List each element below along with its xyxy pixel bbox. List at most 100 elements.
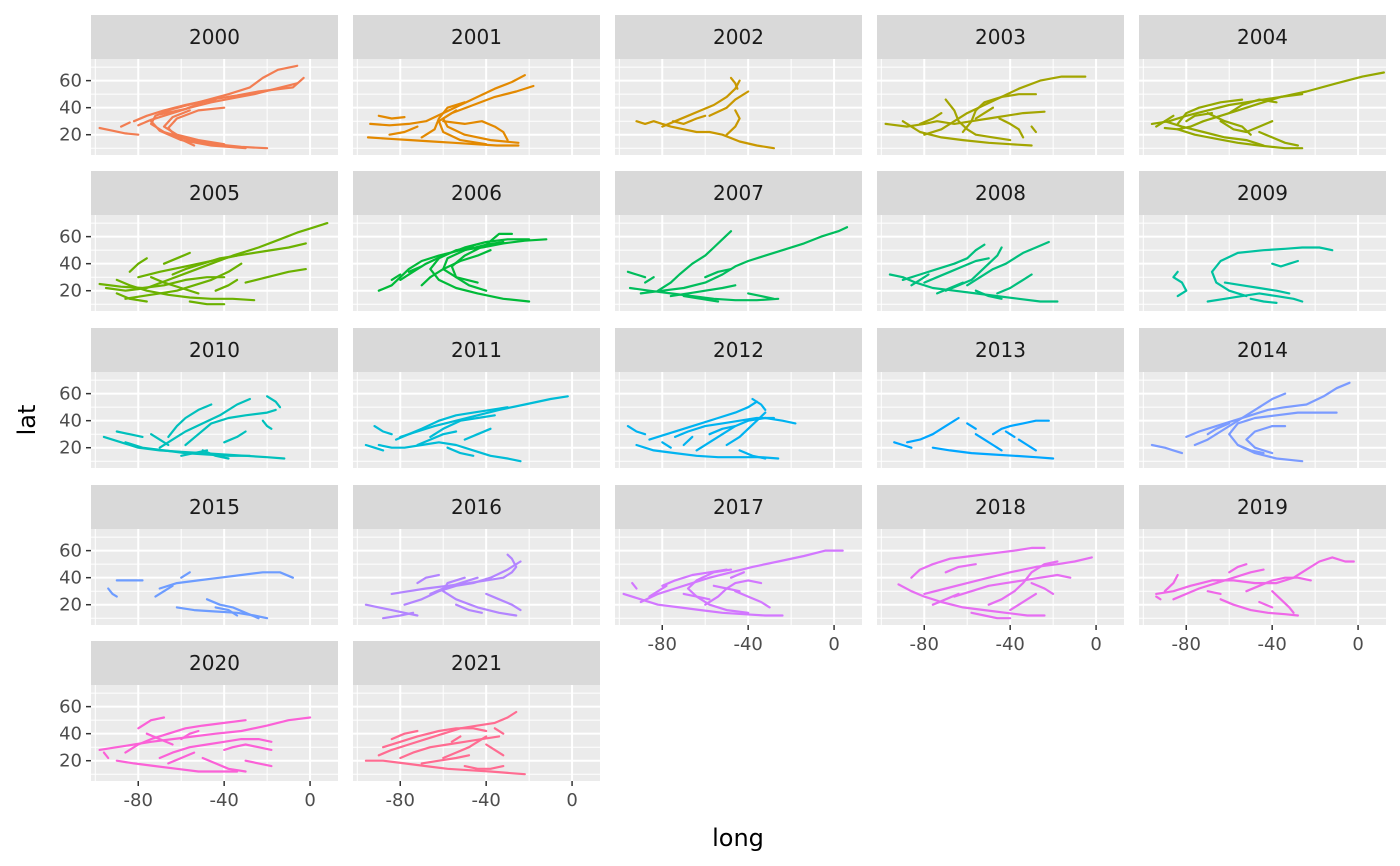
facet-strip-label: 2016 — [451, 495, 502, 519]
storm-track — [150, 120, 247, 150]
storm-track — [648, 400, 758, 441]
storm-track — [695, 416, 797, 452]
storm-track — [1155, 595, 1162, 601]
storm-track — [1228, 563, 1248, 574]
storm-track — [377, 441, 522, 463]
storm-tracks — [364, 553, 522, 620]
x-tick-label: 0 — [1090, 634, 1101, 655]
storm-track — [1258, 600, 1274, 609]
storm-track — [1185, 381, 1351, 438]
storm-track — [429, 576, 479, 595]
facet-strip-label: 2020 — [189, 651, 240, 675]
storm-track — [416, 430, 458, 447]
storm-track — [639, 226, 849, 295]
storm-track — [98, 716, 312, 751]
storm-track — [725, 411, 767, 447]
x-tick-label: -40 — [209, 790, 238, 811]
storm-track — [364, 443, 385, 452]
storm-track — [1150, 93, 1304, 125]
gridlines — [353, 372, 600, 468]
storm-track — [162, 251, 191, 265]
storm-track — [729, 571, 745, 579]
storm-track — [377, 114, 406, 120]
gridlines — [91, 529, 338, 625]
storm-track — [910, 273, 930, 287]
gridlines — [1139, 372, 1386, 468]
gridlines — [877, 529, 1124, 625]
facet-panel-2009: 2009 — [1139, 171, 1386, 311]
storm-track — [682, 592, 711, 601]
storm-track — [188, 300, 226, 306]
gridlines — [353, 685, 600, 781]
storm-track — [918, 112, 943, 125]
y-tick-label: 60 — [59, 541, 82, 562]
facet-strip — [1139, 328, 1386, 372]
facet-strip-label: 2011 — [451, 338, 502, 362]
storm-track — [888, 273, 1059, 303]
y-tick-label: 60 — [59, 697, 82, 718]
gridlines — [877, 215, 1124, 311]
storm-track — [394, 406, 509, 441]
y-axis: 20 40 60 — [59, 227, 91, 302]
storm-tracks — [98, 64, 305, 150]
storm-tracks — [366, 74, 535, 147]
storm-track — [729, 76, 739, 90]
gridlines — [615, 59, 862, 155]
facet-strip-label: 2001 — [451, 25, 502, 49]
storm-tracks — [635, 76, 775, 150]
storm-track — [429, 246, 531, 303]
storm-track — [996, 273, 1033, 295]
x-tick-label: 0 — [304, 790, 315, 811]
facet-panel-2010: 2010 — [91, 328, 338, 468]
facet-strip — [877, 485, 1124, 529]
y-axis: 20 40 60 — [59, 541, 91, 616]
gridlines — [91, 372, 338, 468]
facet-strip-label: 2018 — [975, 495, 1026, 519]
storm-track — [388, 125, 419, 136]
storm-track — [1223, 281, 1291, 295]
storm-track — [377, 710, 518, 757]
storm-track — [644, 276, 655, 284]
storm-track — [124, 719, 247, 754]
storm-track — [1176, 128, 1304, 150]
facet-strip-label: 2015 — [189, 495, 240, 519]
storm-track — [1206, 422, 1231, 436]
facet-panel-2006: 2006 — [353, 171, 600, 311]
storm-track — [442, 576, 518, 617]
x-tick-label: -80 — [910, 634, 939, 655]
storm-track — [1228, 98, 1278, 115]
storm-track — [1176, 98, 1244, 125]
facet-strip — [91, 328, 338, 372]
storm-track — [420, 101, 466, 139]
storm-track — [115, 278, 256, 302]
facet-strip — [877, 328, 1124, 372]
storm-track — [1163, 120, 1265, 147]
storm-track — [171, 254, 239, 276]
storm-track — [953, 573, 1072, 598]
storm-track — [987, 560, 1059, 606]
storm-tracks — [98, 716, 312, 773]
facet-strip — [1139, 171, 1386, 215]
storm-tracks — [1155, 556, 1355, 617]
storm-track — [416, 573, 440, 585]
storm-track — [463, 765, 505, 770]
facet-strip — [91, 15, 338, 59]
storm-track — [442, 109, 520, 144]
storm-track — [1206, 112, 1252, 136]
storm-track — [1030, 125, 1037, 134]
y-tick-label: 60 — [59, 71, 82, 92]
facet-strip — [1139, 485, 1386, 529]
storm-tracks — [884, 75, 1087, 147]
storm-track — [626, 270, 647, 279]
facet-strip-label: 2005 — [189, 181, 240, 205]
facet-strip-label: 2007 — [713, 181, 764, 205]
y-tick-label: 20 — [59, 595, 82, 616]
storm-track — [450, 232, 513, 292]
storm-track — [998, 117, 1025, 139]
x-tick-label: -40 — [1257, 634, 1286, 655]
storm-track — [407, 265, 423, 273]
storm-track — [1245, 425, 1287, 455]
storm-track — [661, 441, 672, 449]
storm-track — [661, 79, 741, 128]
facet-strip-label: 2009 — [1237, 181, 1288, 205]
